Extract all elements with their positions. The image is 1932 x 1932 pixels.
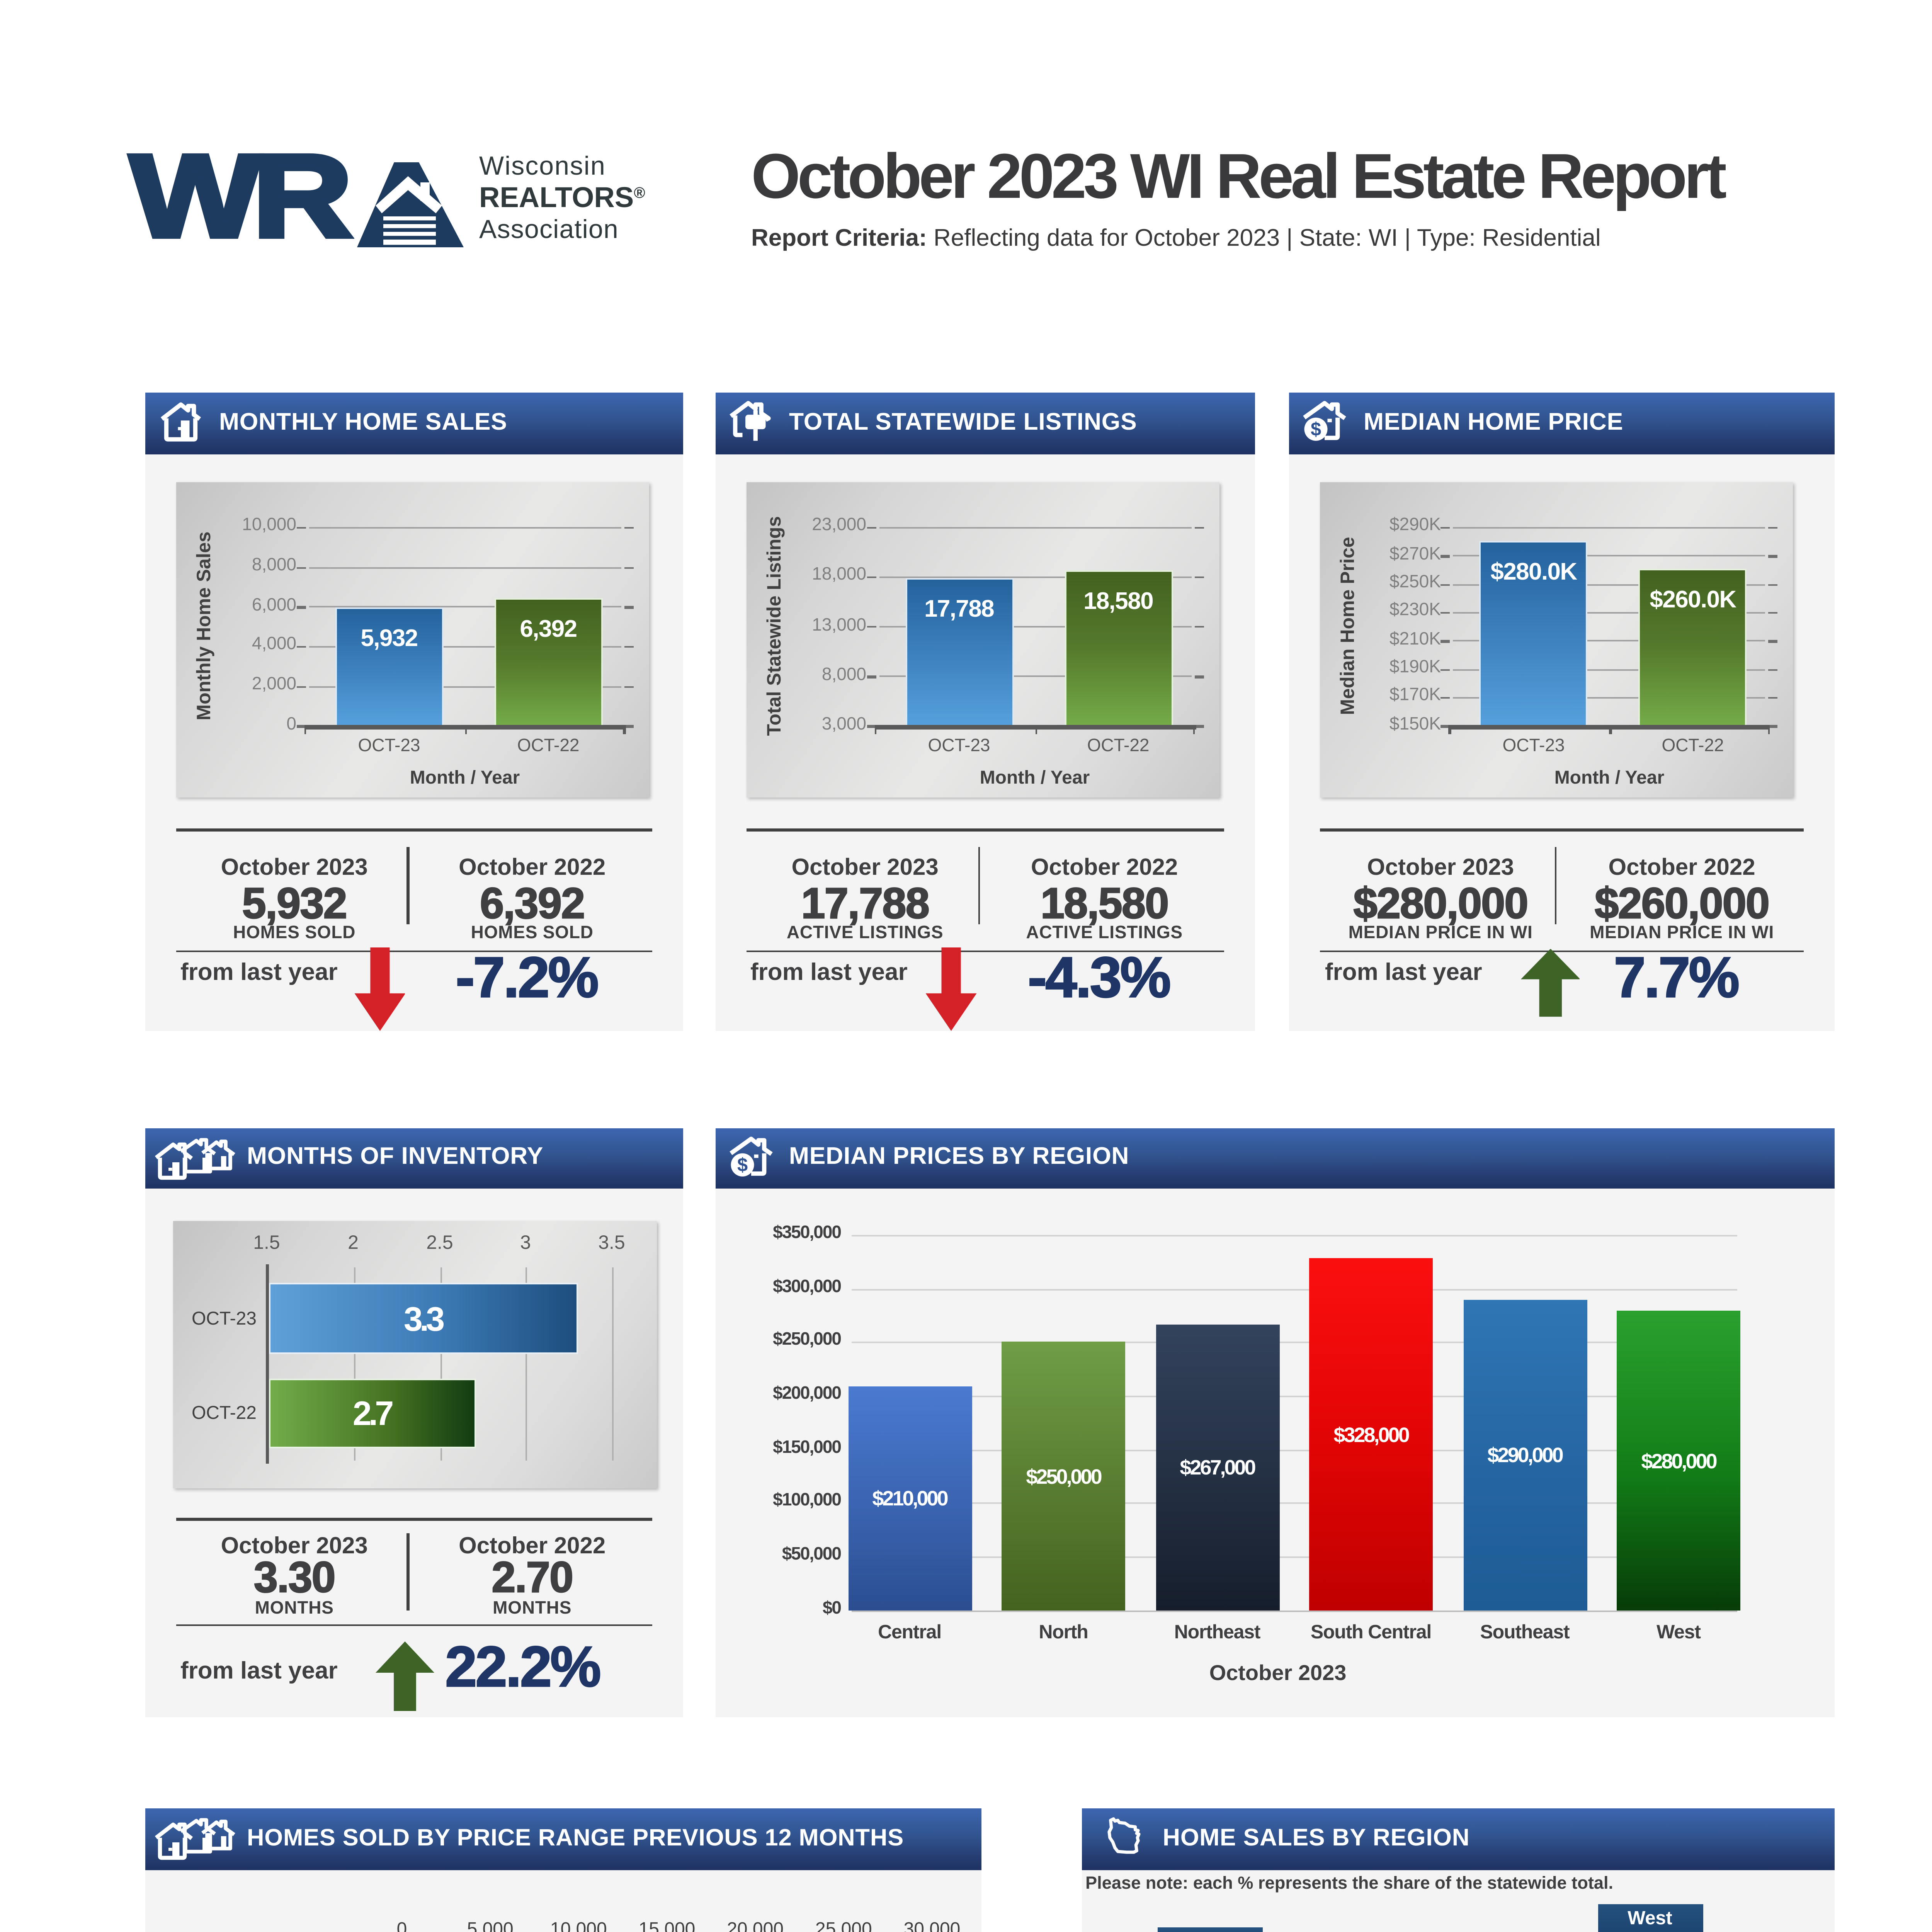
svg-text:$: $ <box>1311 419 1321 440</box>
svg-text:$: $ <box>736 1154 747 1175</box>
